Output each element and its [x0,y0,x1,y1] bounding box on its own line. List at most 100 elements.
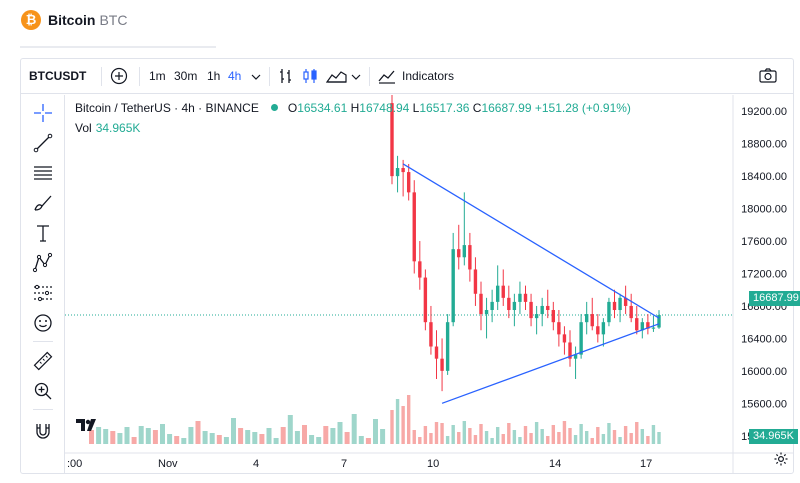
volume-bar [546,436,550,444]
volume-bar [124,427,130,444]
volume-bar [457,432,461,444]
toolbar-divider [33,341,53,342]
legend-open-label: O [287,101,298,115]
candle-body [646,322,650,329]
header-divider [20,46,216,48]
x-tick-label: Nov [158,458,178,470]
candle-body [629,305,633,319]
candle-body [429,322,433,347]
prediction-tool[interactable] [31,281,55,305]
candle-body [445,322,450,371]
volume-bar [216,435,222,444]
ruler-tool[interactable] [31,349,55,373]
candle-body [507,297,511,311]
candle-body [479,293,483,315]
volume-bar [534,422,539,444]
symbol-search-button[interactable]: BTCUSDT [29,69,87,83]
pattern-tool[interactable] [31,251,55,275]
chart-style-dropdown[interactable] [351,59,361,94]
volume-bar [152,430,158,444]
candles-style-button[interactable] [301,59,319,94]
chart-settings-button[interactable] [773,451,789,467]
candle-body [579,322,583,355]
y-tick-label: 19200.00 [741,106,787,118]
magnet-tool[interactable] [31,419,55,443]
candle-body [473,269,478,294]
volume-bar [96,427,102,444]
candle-body [607,301,611,323]
x-tick-label: 17 [640,458,652,470]
trendline-tool[interactable] [31,131,55,155]
volume-bar [518,437,522,444]
candle-body [518,293,522,302]
y-tick-label: 18400.00 [741,171,787,183]
volume-bar [473,435,478,444]
legend-close-label: C [472,101,482,115]
zoom-tool[interactable] [31,379,55,403]
volume-bar [445,436,450,444]
zoom-in-icon [34,382,52,400]
tradingview-logo-icon [76,419,96,431]
compare-symbol-button[interactable] [109,59,129,94]
brush-tool[interactable] [31,191,55,215]
bitcoin-logo-icon: ₿ [21,10,41,30]
candle-body [468,245,472,270]
candle-body [490,301,494,311]
volume-bar [495,427,500,444]
volume-bar [351,414,357,444]
candle-body [601,322,606,335]
add-circle-icon [110,67,128,85]
fib-tool[interactable] [31,161,55,185]
y-tick-label: 16400.00 [741,333,787,345]
volume-bar [287,415,293,444]
candle-body [573,354,578,359]
crosshair-tool[interactable] [31,101,55,125]
bars-style-button[interactable] [277,59,295,94]
coin-ticker: BTC [99,12,128,28]
volume-bar [423,426,428,444]
candle-body [590,314,594,327]
volume-bar [523,426,528,444]
emoji-tool[interactable] [31,311,55,335]
brush-icon [34,195,52,211]
toolbar-divider [33,409,53,410]
volume-bar [280,427,286,444]
interval-dropdown[interactable] [250,59,262,94]
candle-body [395,168,400,177]
price-chart[interactable]: 19200.00 18800.00 18400.00 18000.00 17600.00… [65,95,793,473]
snapshot-button[interactable] [758,59,780,94]
candlestick-icon [303,69,317,83]
candle-body [596,326,600,335]
volume-bar [273,438,279,444]
chart-area[interactable]: 19200.00 18800.00 18400.00 18000.00 17600.00… [65,95,800,473]
candle-body [501,285,505,298]
candle-body [534,314,539,319]
indicators-button[interactable]: Indicators [377,59,467,94]
candle-body [412,192,416,262]
interval-30m[interactable]: 30m [174,69,198,83]
magnet-icon [36,424,50,439]
y-tick-label: 16000.00 [741,366,787,378]
x-tick-label: 7 [341,458,347,470]
interval-1h[interactable]: 1h [207,69,221,83]
ohlc-legend: Bitcoin / TetherUS · 4h · BINANCE O16534.… [75,101,631,115]
legend-close-value: 16687.99 [481,101,532,115]
legend-open-value: 16534.61 [297,101,348,115]
volume-bar [188,427,194,444]
ruler-icon [33,351,53,371]
volume-bar [373,419,378,444]
volume-bar [89,430,94,444]
volume-bar [238,428,244,444]
coin-name: Bitcoin [48,12,96,28]
candle-body [584,314,589,323]
area-style-button[interactable] [326,59,348,94]
candle-body [635,318,639,331]
volume-bar [117,433,123,444]
interval-4h[interactable]: 4h [228,69,242,83]
legend-symbol: Bitcoin / TetherUS · 4h · BINANCE [75,101,259,115]
interval-1m[interactable]: 1m [149,69,166,83]
volume-bar [401,406,405,444]
legend-high-label: H [350,101,360,115]
text-tool[interactable] [31,221,55,245]
toolbar-divider [269,67,270,86]
